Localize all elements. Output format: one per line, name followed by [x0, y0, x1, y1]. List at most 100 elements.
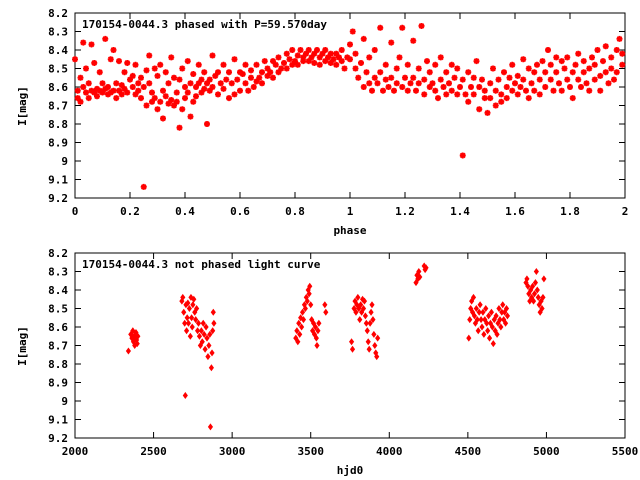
data-point: [259, 69, 265, 76]
data-point: [151, 95, 158, 102]
data-point: [183, 327, 190, 335]
data-point: [597, 72, 604, 79]
data-point: [542, 69, 549, 76]
y-tick-label: 8.4: [48, 44, 68, 57]
x-tick-group: 0 0.2 0.4 0.6 0.8 1 1.2 1.4 1.6 1.8 2: [72, 13, 628, 218]
data-point: [294, 61, 301, 68]
y-tick-label: 9.2: [48, 192, 68, 205]
data-point: [377, 69, 384, 76]
x-tick-label: 0.4: [175, 205, 195, 218]
data-point: [215, 69, 221, 76]
data-point: [300, 58, 307, 65]
data-point: [195, 319, 202, 327]
data-point: [503, 84, 510, 90]
data-point: [602, 69, 609, 76]
data-point: [569, 69, 576, 76]
data-point: [366, 345, 372, 353]
data-point: [189, 314, 195, 322]
data-point: [157, 61, 164, 68]
data-point: [366, 80, 373, 87]
data-point: [303, 50, 309, 57]
y-tick-label: 8.5: [48, 63, 68, 76]
data-point: [189, 323, 195, 331]
data-point: [194, 327, 201, 335]
data-point: [315, 327, 321, 335]
data-point: [256, 74, 263, 81]
data-point: [404, 61, 411, 68]
data-point: [471, 312, 478, 320]
data-point: [467, 316, 473, 324]
data-point: [437, 76, 444, 83]
data-point: [399, 84, 406, 90]
data-point: [234, 76, 241, 83]
data-point: [355, 74, 362, 81]
data-point: [207, 330, 213, 338]
data-point: [231, 56, 238, 63]
data-point: [382, 76, 389, 83]
data-point: [149, 98, 155, 105]
data-point: [302, 304, 308, 313]
data-point: [355, 293, 361, 301]
data-point: [77, 98, 84, 105]
data-point: [182, 84, 188, 90]
data-point: [270, 58, 276, 65]
data-point: [608, 65, 615, 72]
data-point: [496, 304, 502, 313]
data-point: [185, 299, 191, 307]
y-tick-label: 8.8: [48, 358, 68, 371]
chart-title: 170154-0044.3 phased with P=59.570day: [82, 18, 327, 31]
data-point: [532, 279, 539, 287]
data-point: [204, 334, 210, 342]
data-point: [374, 80, 381, 87]
data-point: [470, 74, 477, 81]
x-tick-label: 3000: [219, 445, 246, 458]
data-point: [157, 98, 164, 105]
data-point: [514, 91, 521, 98]
data-point: [393, 80, 400, 87]
data-point: [561, 65, 568, 72]
data-point: [533, 267, 539, 276]
y-tick-group: 8.2 8.3 8.4 8.5 8.6 8.7 8.8 8.9 9 9.1 9.2: [48, 7, 625, 205]
data-point: [421, 91, 428, 98]
y-tick-label: 8.2: [48, 247, 68, 260]
data-point: [591, 61, 598, 68]
data-point: [432, 87, 439, 94]
data-point: [146, 52, 153, 59]
data-point: [253, 78, 260, 85]
data-point: [283, 50, 290, 57]
data-point: [242, 61, 249, 68]
data-point: [360, 84, 367, 90]
data-point: [165, 100, 172, 107]
y-tick-label: 8.8: [48, 118, 68, 131]
data-point: [594, 47, 601, 53]
data-point: [151, 65, 158, 72]
data-point: [498, 91, 505, 98]
data-point: [304, 297, 310, 305]
data-point: [602, 43, 609, 50]
data-point: [160, 87, 166, 94]
data-point: [226, 95, 232, 102]
data-point: [553, 69, 560, 76]
data-point: [476, 308, 482, 316]
data-point: [494, 330, 500, 338]
data-point: [440, 84, 447, 90]
data-point: [74, 95, 81, 102]
data-point: [418, 22, 425, 29]
data-point: [210, 327, 216, 335]
data-point: [242, 80, 249, 87]
x-tick-label: 1.6: [505, 205, 525, 218]
data-point: [220, 61, 227, 68]
data-point: [154, 106, 161, 113]
data-point: [85, 80, 92, 87]
data-point: [531, 290, 538, 298]
data-point: [349, 345, 356, 353]
data-point: [443, 91, 450, 98]
y-tick-label: 8.3: [48, 266, 68, 279]
data-point: [198, 89, 205, 96]
data-point: [134, 340, 140, 348]
data-point: [209, 84, 216, 90]
data-point: [481, 95, 488, 102]
data-point: [540, 293, 546, 301]
